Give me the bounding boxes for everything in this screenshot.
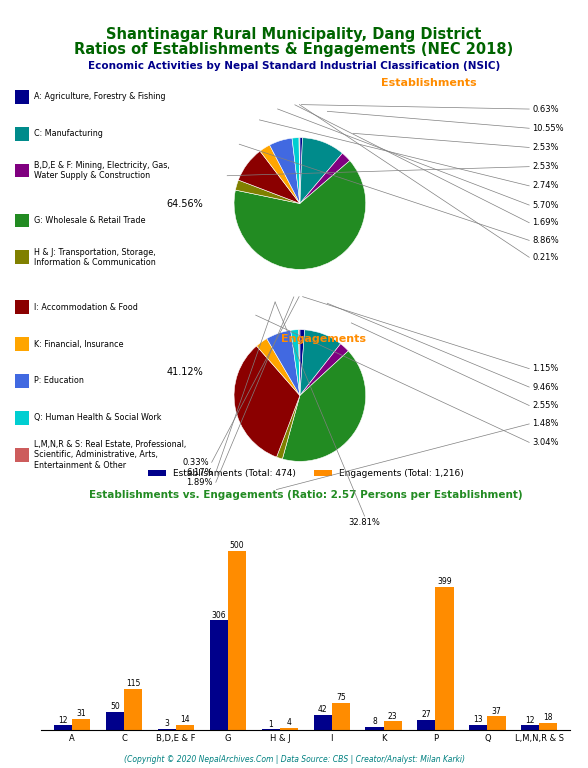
Wedge shape <box>292 137 300 204</box>
Text: A: Agriculture, Forestry & Fishing: A: Agriculture, Forestry & Fishing <box>34 92 166 101</box>
Bar <box>436 587 453 730</box>
Text: 2.55%: 2.55% <box>532 401 559 410</box>
Wedge shape <box>290 329 300 396</box>
Text: 3: 3 <box>165 719 169 728</box>
Text: Ratios of Establishments & Engagements (NEC 2018): Ratios of Establishments & Engagements (… <box>74 42 514 58</box>
Text: 0.33%: 0.33% <box>182 458 209 467</box>
Wedge shape <box>299 137 300 204</box>
Wedge shape <box>276 396 300 459</box>
Wedge shape <box>300 329 340 396</box>
Text: K: Financial, Insurance: K: Financial, Insurance <box>34 339 123 349</box>
Text: 50: 50 <box>110 702 120 711</box>
Bar <box>210 621 228 730</box>
Bar <box>469 725 487 730</box>
Text: 500: 500 <box>230 541 245 551</box>
Wedge shape <box>234 161 366 270</box>
Wedge shape <box>238 151 300 204</box>
Text: 2.53%: 2.53% <box>532 162 559 171</box>
Text: 8: 8 <box>372 717 377 726</box>
Text: 12: 12 <box>58 716 68 724</box>
Text: 18: 18 <box>543 713 553 723</box>
Bar <box>280 728 298 730</box>
Text: 14: 14 <box>181 715 190 724</box>
Wedge shape <box>300 137 342 204</box>
Bar <box>539 723 557 730</box>
Text: 12: 12 <box>526 716 535 724</box>
Text: 0.63%: 0.63% <box>532 104 559 114</box>
Text: 115: 115 <box>126 679 141 688</box>
Wedge shape <box>300 329 305 396</box>
Text: 23: 23 <box>388 712 397 720</box>
Bar <box>228 551 246 730</box>
Wedge shape <box>270 138 300 204</box>
Bar <box>417 720 436 730</box>
Wedge shape <box>300 137 302 204</box>
Wedge shape <box>234 346 300 457</box>
Text: 10.55%: 10.55% <box>532 124 564 133</box>
Text: 8.86%: 8.86% <box>532 236 559 245</box>
Text: 1: 1 <box>268 720 273 729</box>
Bar <box>176 724 194 730</box>
Title: Establishments vs. Engagements (Ratio: 2.57 Persons per Establishment): Establishments vs. Engagements (Ratio: 2… <box>89 490 523 500</box>
Bar <box>521 725 539 730</box>
Wedge shape <box>235 180 300 204</box>
Bar <box>106 712 124 730</box>
Text: 4: 4 <box>286 718 291 727</box>
Text: 64.56%: 64.56% <box>166 198 203 209</box>
Text: B,D,E & F: Mining, Electricity, Gas,
Water Supply & Construction: B,D,E & F: Mining, Electricity, Gas, Wat… <box>34 161 170 180</box>
Text: 0.21%: 0.21% <box>532 253 559 262</box>
Text: Shantinagar Rural Municipality, Dang District: Shantinagar Rural Municipality, Dang Dis… <box>106 27 482 42</box>
Legend: Establishments (Total: 474), Engagements (Total: 1,216): Establishments (Total: 474), Engagements… <box>144 465 467 482</box>
Text: 399: 399 <box>437 578 452 587</box>
Text: L,M,N,R & S: Real Estate, Professional,
Scientific, Administrative, Arts,
Entert: L,M,N,R & S: Real Estate, Professional, … <box>34 440 186 469</box>
Bar <box>124 689 142 730</box>
Text: 75: 75 <box>336 693 346 702</box>
Bar <box>487 717 506 730</box>
Wedge shape <box>282 351 366 462</box>
Text: 1.69%: 1.69% <box>532 218 559 227</box>
Wedge shape <box>267 330 300 396</box>
Text: 3.04%: 3.04% <box>532 438 559 447</box>
Bar <box>383 721 402 730</box>
Text: (Copyright © 2020 NepalArchives.Com | Data Source: CBS | Creator/Analyst: Milan : (Copyright © 2020 NepalArchives.Com | Da… <box>123 755 465 764</box>
Text: 27: 27 <box>422 710 431 720</box>
Text: Q: Human Health & Social Work: Q: Human Health & Social Work <box>34 413 162 422</box>
Text: 2.74%: 2.74% <box>532 181 559 190</box>
Text: 32.81%: 32.81% <box>349 518 380 528</box>
Text: 1.15%: 1.15% <box>532 364 559 373</box>
Wedge shape <box>299 329 300 396</box>
Bar <box>365 727 383 730</box>
Text: C: Manufacturing: C: Manufacturing <box>34 129 103 138</box>
Text: Establishments: Establishments <box>382 78 477 88</box>
Bar <box>313 714 332 730</box>
Bar <box>332 703 350 730</box>
Text: P: Education: P: Education <box>34 376 84 386</box>
Bar <box>158 729 176 730</box>
Text: 13: 13 <box>473 715 483 724</box>
Wedge shape <box>300 344 348 396</box>
Wedge shape <box>256 339 300 396</box>
Text: 1.48%: 1.48% <box>532 419 559 429</box>
Wedge shape <box>300 154 350 204</box>
Text: 6.17%: 6.17% <box>186 468 213 477</box>
Text: H & J: Transportation, Storage,
Information & Communication: H & J: Transportation, Storage, Informat… <box>34 247 156 267</box>
Text: 306: 306 <box>212 611 226 620</box>
Text: 41.12%: 41.12% <box>166 367 203 378</box>
Text: I: Accommodation & Food: I: Accommodation & Food <box>34 303 138 312</box>
Text: 1.89%: 1.89% <box>186 478 213 487</box>
Bar <box>72 719 91 730</box>
Wedge shape <box>260 145 300 204</box>
Text: 9.46%: 9.46% <box>532 382 559 392</box>
Text: 31: 31 <box>76 709 86 718</box>
Text: 5.70%: 5.70% <box>532 200 559 210</box>
Text: 42: 42 <box>318 705 328 714</box>
Bar <box>54 725 72 730</box>
Text: 2.53%: 2.53% <box>532 143 559 152</box>
Text: Economic Activities by Nepal Standard Industrial Classification (NSIC): Economic Activities by Nepal Standard In… <box>88 61 500 71</box>
Text: 37: 37 <box>492 707 502 716</box>
Text: G: Wholesale & Retail Trade: G: Wholesale & Retail Trade <box>34 216 146 225</box>
Text: Engagements: Engagements <box>281 334 366 344</box>
